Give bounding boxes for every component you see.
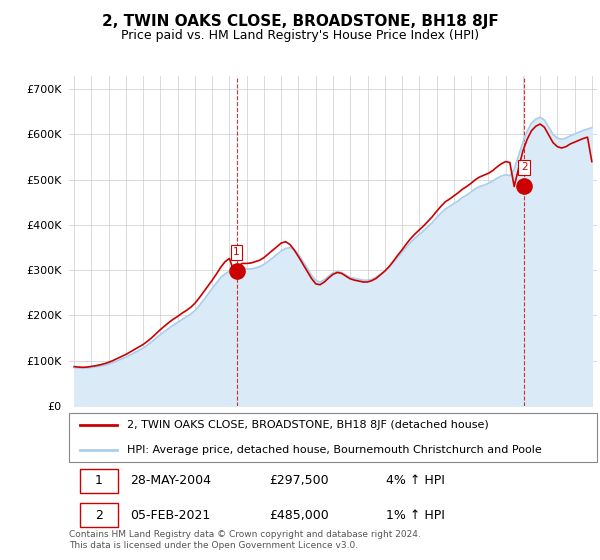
FancyBboxPatch shape	[69, 413, 597, 462]
Point	[520, 182, 529, 191]
Text: 1% ↑ HPI: 1% ↑ HPI	[386, 508, 445, 521]
Text: £297,500: £297,500	[269, 474, 329, 487]
Text: 28-MAY-2004: 28-MAY-2004	[130, 474, 211, 487]
Text: 05-FEB-2021: 05-FEB-2021	[130, 508, 210, 521]
Point	[232, 267, 241, 276]
Text: 4% ↑ HPI: 4% ↑ HPI	[386, 474, 445, 487]
Text: Contains HM Land Registry data © Crown copyright and database right 2024.
This d: Contains HM Land Registry data © Crown c…	[69, 530, 421, 550]
FancyBboxPatch shape	[80, 469, 118, 493]
Text: 2: 2	[521, 162, 527, 172]
Text: 1: 1	[233, 248, 240, 258]
Text: 1: 1	[95, 474, 103, 487]
Text: 2, TWIN OAKS CLOSE, BROADSTONE, BH18 8JF: 2, TWIN OAKS CLOSE, BROADSTONE, BH18 8JF	[101, 14, 499, 29]
Text: £485,000: £485,000	[269, 508, 329, 521]
Text: HPI: Average price, detached house, Bournemouth Christchurch and Poole: HPI: Average price, detached house, Bour…	[127, 445, 542, 455]
FancyBboxPatch shape	[80, 503, 118, 528]
Text: 2: 2	[95, 508, 103, 521]
Text: Price paid vs. HM Land Registry's House Price Index (HPI): Price paid vs. HM Land Registry's House …	[121, 29, 479, 42]
Text: 2, TWIN OAKS CLOSE, BROADSTONE, BH18 8JF (detached house): 2, TWIN OAKS CLOSE, BROADSTONE, BH18 8JF…	[127, 420, 489, 430]
